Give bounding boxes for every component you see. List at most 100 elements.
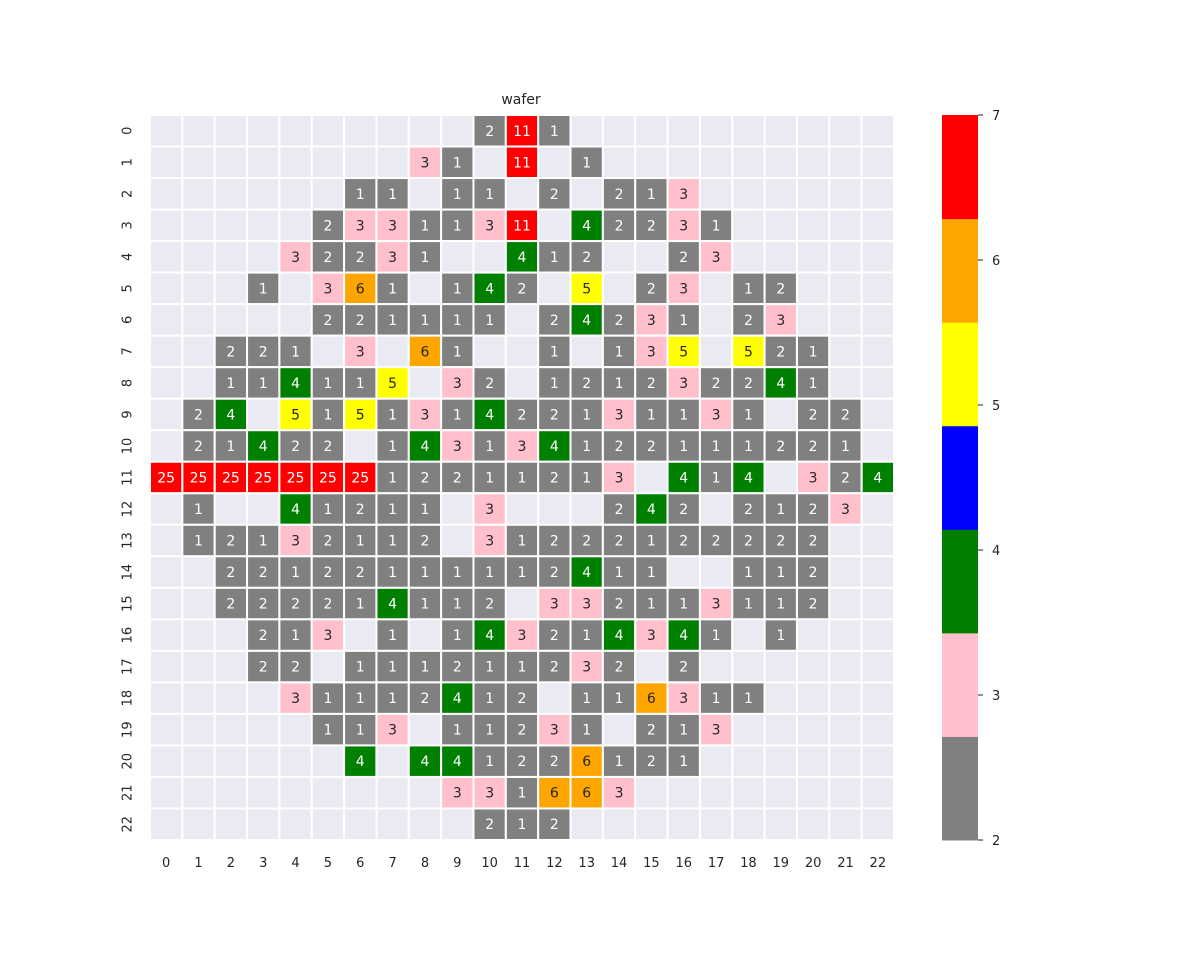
x-tick-label: 8 — [421, 856, 429, 871]
cell-value-label: 2 — [420, 534, 429, 550]
heatmap-cell — [795, 681, 831, 715]
cell-value-label: 1 — [485, 723, 494, 739]
heatmap-cell — [634, 775, 669, 810]
y-tick-label: 6 — [121, 316, 136, 324]
heatmap-cell — [860, 492, 895, 526]
cell-value-label: 2 — [226, 565, 235, 581]
heatmap-cell — [149, 177, 184, 211]
heatmap-cell — [860, 618, 895, 652]
heatmap-cell — [795, 712, 831, 747]
heatmap-cell — [375, 145, 410, 180]
cell-value-label: 2 — [420, 471, 429, 487]
heatmap-cell — [601, 681, 637, 715]
cell-value-label: 1 — [453, 187, 462, 203]
cell-value-label: 2 — [615, 502, 624, 518]
heatmap-cell — [375, 114, 410, 148]
cell-value-label: 2 — [647, 723, 656, 739]
cell-value-label: 1 — [194, 534, 203, 550]
heatmap-cell — [698, 114, 734, 148]
heatmap-cell — [343, 618, 378, 652]
heatmap-cell — [569, 460, 604, 495]
heatmap-cell — [343, 208, 378, 243]
cell-value-label: 1 — [356, 691, 365, 707]
heatmap-cell — [149, 114, 184, 148]
colorbar-segment — [942, 115, 978, 220]
cell-value-label: 2 — [518, 281, 527, 297]
heatmap-cell — [763, 114, 798, 148]
heatmap-cell — [407, 649, 443, 684]
x-tick-label: 22 — [870, 856, 887, 871]
heatmap-cell — [310, 114, 346, 148]
cell-value-label: 2 — [809, 565, 818, 581]
cell-value-label: 1 — [356, 660, 365, 676]
heatmap-cell — [472, 555, 507, 589]
cell-value-label: 1 — [518, 817, 527, 833]
cell-value-label: 1 — [453, 218, 462, 234]
heatmap-cell — [860, 114, 895, 148]
heatmap-cell — [537, 681, 572, 715]
y-tick-label: 10 — [121, 438, 136, 455]
x-axis-ticks: 0 1 2 3 4 5 6 7 8 9 10 11 12 13 14 15 16 17 18 19 20 21 22 — [162, 856, 886, 871]
heatmap-cell — [440, 114, 475, 148]
x-tick-label: 2 — [227, 856, 235, 871]
cell-value-label: 4 — [291, 376, 300, 392]
heatmap-cell — [310, 366, 346, 400]
cell-value-label: 2 — [550, 565, 559, 581]
heatmap-cell — [246, 366, 281, 400]
heatmap-cell — [828, 649, 863, 684]
cell-value-label: 2 — [776, 439, 785, 455]
cell-value-label: 3 — [453, 786, 462, 802]
heatmap-cell — [310, 334, 346, 369]
cell-value-label: 1 — [194, 502, 203, 518]
cell-value-label: 1 — [323, 502, 332, 518]
cell-value-label: 1 — [582, 155, 591, 171]
heatmap-cell — [149, 366, 184, 400]
heatmap-cell — [731, 303, 766, 337]
cell-value-label: 3 — [679, 691, 688, 707]
cell-value-label: 1 — [226, 439, 235, 455]
cell-value-label: 25 — [222, 471, 240, 487]
heatmap-cell — [763, 366, 798, 400]
heatmap-cell — [181, 712, 216, 747]
heatmap-cell — [213, 618, 249, 652]
y-tick-label: 9 — [121, 410, 136, 418]
heatmap-cell — [666, 366, 701, 400]
heatmap-cell — [213, 649, 249, 684]
x-tick-label: 13 — [578, 856, 595, 871]
heatmap-cell — [149, 397, 184, 432]
cell-value-label: 2 — [485, 597, 494, 613]
cell-value-label: 1 — [323, 723, 332, 739]
cell-value-label: 2 — [291, 660, 300, 676]
cell-value-label: 2 — [615, 218, 624, 234]
heatmap-cell — [763, 649, 798, 684]
heatmap-cell — [278, 429, 313, 463]
cell-value-label: 1 — [356, 534, 365, 550]
cell-value-label: 2 — [841, 471, 850, 487]
heatmap-cell — [407, 807, 443, 842]
heatmap-cell — [440, 775, 475, 810]
heatmap-cell — [537, 145, 572, 180]
cell-value-label: 2 — [744, 376, 753, 392]
x-tick-label: 1 — [194, 856, 202, 871]
heatmap-cell — [601, 271, 637, 306]
cell-value-label: 2 — [194, 407, 203, 423]
cell-value-label: 2 — [453, 471, 462, 487]
heatmap-cell — [698, 208, 734, 243]
cell-value-label: 1 — [259, 534, 268, 550]
cell-value-label: 1 — [388, 691, 397, 707]
heatmap-cell — [213, 712, 249, 747]
heatmap-cell — [828, 429, 863, 463]
cell-value-label: 1 — [453, 313, 462, 329]
cell-value-label: 2 — [323, 313, 332, 329]
cell-value-label: 2 — [615, 439, 624, 455]
heatmap-cell — [666, 555, 701, 589]
heatmap-cell — [149, 586, 184, 621]
cell-value-label: 6 — [356, 281, 365, 297]
heatmap-cell — [569, 492, 604, 526]
heatmap-cell — [407, 366, 443, 400]
heatmap-cell — [407, 618, 443, 652]
heatmap-cell — [181, 649, 216, 684]
y-tick-label: 8 — [121, 379, 136, 387]
cell-value-label: 2 — [615, 660, 624, 676]
cell-value-label: 2 — [323, 565, 332, 581]
